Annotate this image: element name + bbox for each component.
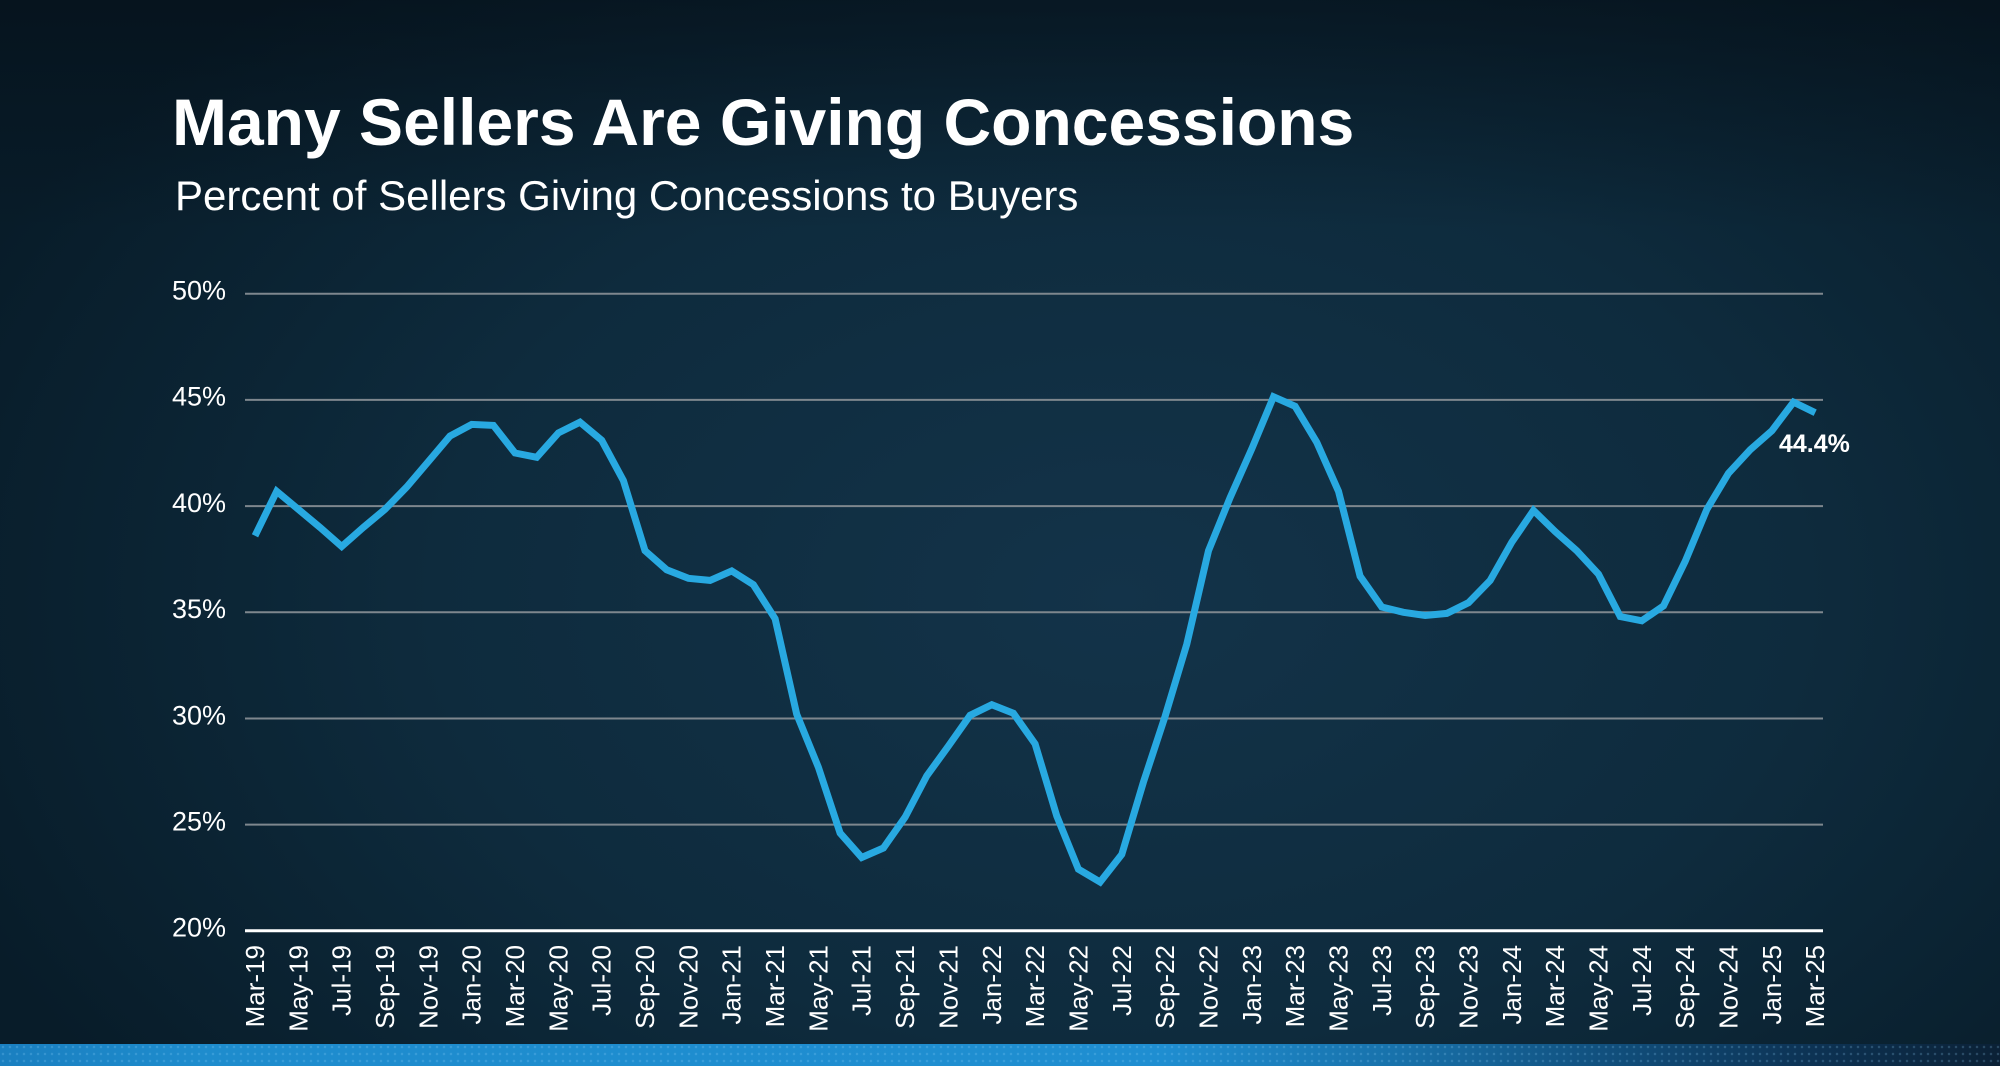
svg-text:Sep-21: Sep-21 [890, 945, 920, 1029]
svg-text:Nov-20: Nov-20 [673, 945, 703, 1029]
svg-text:Jul-24: Jul-24 [1627, 945, 1657, 1016]
svg-text:Jan-20: Jan-20 [457, 945, 487, 1025]
svg-text:Sep-20: Sep-20 [630, 945, 660, 1029]
svg-text:Jan-21: Jan-21 [717, 945, 747, 1025]
svg-text:Nov-22: Nov-22 [1194, 945, 1224, 1029]
svg-text:20%: 20% [172, 913, 226, 943]
svg-text:Sep-23: Sep-23 [1410, 945, 1440, 1029]
svg-text:Jul-21: Jul-21 [847, 945, 877, 1016]
svg-text:May-23: May-23 [1324, 945, 1354, 1032]
svg-text:35%: 35% [172, 594, 226, 624]
svg-text:50%: 50% [172, 276, 226, 306]
svg-text:Nov-21: Nov-21 [933, 945, 963, 1029]
svg-text:May-20: May-20 [543, 945, 573, 1032]
svg-text:Mar-19: Mar-19 [240, 945, 270, 1027]
svg-text:Mar-20: Mar-20 [500, 945, 530, 1027]
svg-text:Jul-22: Jul-22 [1107, 945, 1137, 1016]
svg-text:Mar-23: Mar-23 [1280, 945, 1310, 1027]
svg-text:25%: 25% [172, 806, 226, 836]
svg-text:Mar-25: Mar-25 [1800, 945, 1830, 1027]
svg-text:Jan-24: Jan-24 [1497, 945, 1527, 1025]
svg-text:44.4%: 44.4% [1779, 430, 1850, 458]
svg-text:Jul-20: Jul-20 [587, 945, 617, 1016]
svg-text:Jan-22: Jan-22 [977, 945, 1007, 1025]
svg-text:May-21: May-21 [803, 945, 833, 1032]
svg-text:Nov-19: Nov-19 [413, 945, 443, 1029]
svg-text:May-19: May-19 [283, 945, 313, 1032]
svg-text:45%: 45% [172, 382, 226, 412]
svg-text:Jul-19: Jul-19 [327, 945, 357, 1016]
svg-text:Nov-24: Nov-24 [1714, 945, 1744, 1029]
svg-text:Jul-23: Jul-23 [1367, 945, 1397, 1016]
svg-text:Sep-19: Sep-19 [370, 945, 400, 1029]
svg-text:May-22: May-22 [1063, 945, 1093, 1032]
svg-text:30%: 30% [172, 700, 226, 730]
svg-text:Sep-24: Sep-24 [1670, 945, 1700, 1029]
svg-text:Sep-22: Sep-22 [1150, 945, 1180, 1029]
svg-text:Mar-22: Mar-22 [1020, 945, 1050, 1027]
svg-text:Jan-25: Jan-25 [1757, 945, 1787, 1025]
svg-text:40%: 40% [172, 488, 226, 518]
svg-text:Mar-24: Mar-24 [1540, 945, 1570, 1027]
svg-text:Nov-23: Nov-23 [1454, 945, 1484, 1029]
svg-text:Jan-23: Jan-23 [1237, 945, 1267, 1025]
svg-text:Mar-21: Mar-21 [760, 945, 790, 1027]
svg-text:May-24: May-24 [1584, 945, 1614, 1032]
